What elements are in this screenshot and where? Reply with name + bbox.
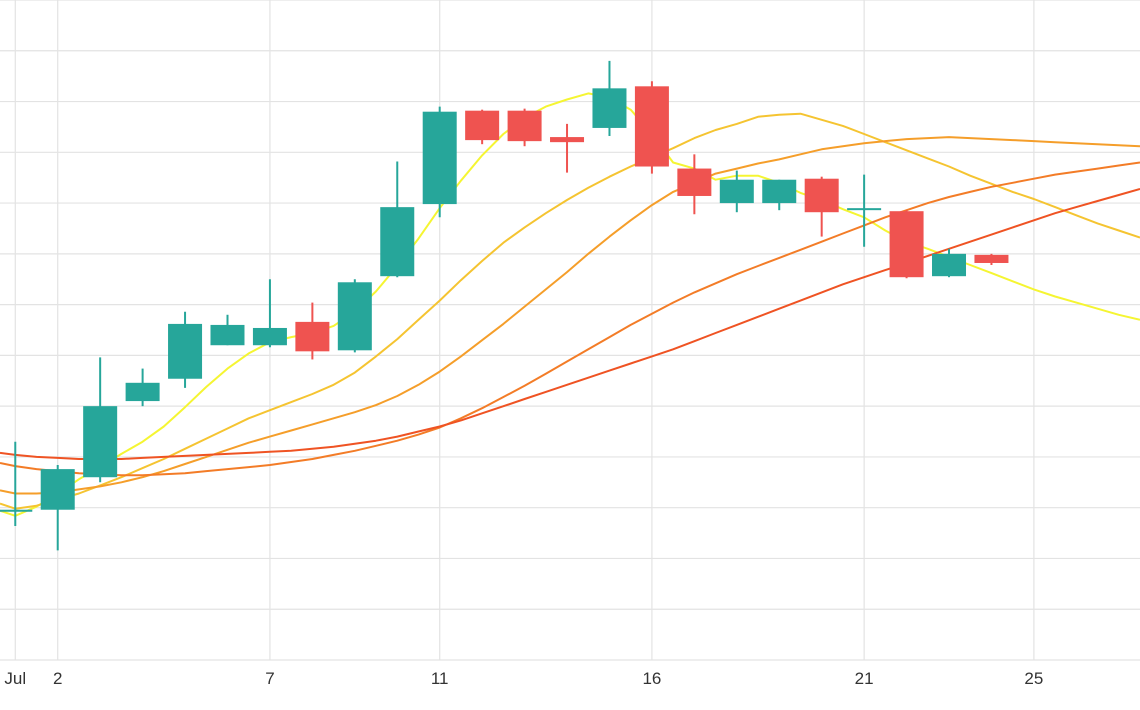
candle <box>719 170 754 213</box>
x-tick-label: 16 <box>642 669 661 688</box>
candle-body <box>422 111 457 205</box>
candle <box>252 279 287 348</box>
candle-body <box>252 327 287 346</box>
candle <box>422 106 457 218</box>
candle <box>847 174 882 247</box>
candle-body <box>168 323 203 379</box>
candle <box>380 161 415 278</box>
candle <box>889 210 924 279</box>
candle-body <box>550 137 585 143</box>
candle-body <box>507 110 542 142</box>
candle-body <box>592 88 627 128</box>
candle-body <box>210 324 245 346</box>
candle-body <box>677 168 712 196</box>
candle <box>592 60 627 137</box>
candle <box>932 248 967 278</box>
candle <box>337 279 372 353</box>
candle-body <box>762 179 797 204</box>
x-tick-label: 11 <box>431 669 449 688</box>
candle <box>125 368 160 407</box>
candle <box>295 302 330 360</box>
candle <box>83 357 118 483</box>
candle-body <box>465 110 500 141</box>
x-tick-label: 7 <box>265 669 274 688</box>
candle <box>0 441 33 526</box>
candle-body <box>889 211 924 278</box>
candle <box>507 108 542 147</box>
moving-average-line-3 <box>0 136 1140 495</box>
moving-average-line-2 <box>0 112 1140 510</box>
x-tick-label: 21 <box>855 669 874 688</box>
candle <box>550 123 585 173</box>
candle-body <box>634 86 669 167</box>
candle-body <box>380 207 415 277</box>
candle <box>677 154 712 215</box>
moving-average-line-4 <box>0 161 1140 477</box>
candle-body <box>804 178 839 213</box>
candle-body <box>337 282 372 351</box>
candle <box>465 109 500 145</box>
candle-body <box>295 321 330 352</box>
candle <box>634 81 669 174</box>
candle-body <box>847 208 882 211</box>
candle <box>804 176 839 237</box>
candle-body <box>719 179 754 204</box>
x-tick-label: 25 <box>1024 669 1043 688</box>
x-axis-ticks: Jul 2 7 11 16 21 25 <box>4 669 1043 688</box>
candle-body <box>125 382 160 402</box>
x-tick-label: Jul <box>4 669 26 688</box>
candle <box>40 465 75 551</box>
candle-body <box>83 406 118 478</box>
candle-body <box>932 253 967 277</box>
candles <box>0 60 1009 551</box>
candle-body <box>40 469 75 510</box>
candle-body <box>0 509 33 512</box>
candle <box>210 314 245 346</box>
candle <box>168 311 203 388</box>
candle <box>974 253 1009 266</box>
x-tick-label: 2 <box>53 669 62 688</box>
candle-body <box>974 254 1009 263</box>
candle <box>762 179 797 211</box>
